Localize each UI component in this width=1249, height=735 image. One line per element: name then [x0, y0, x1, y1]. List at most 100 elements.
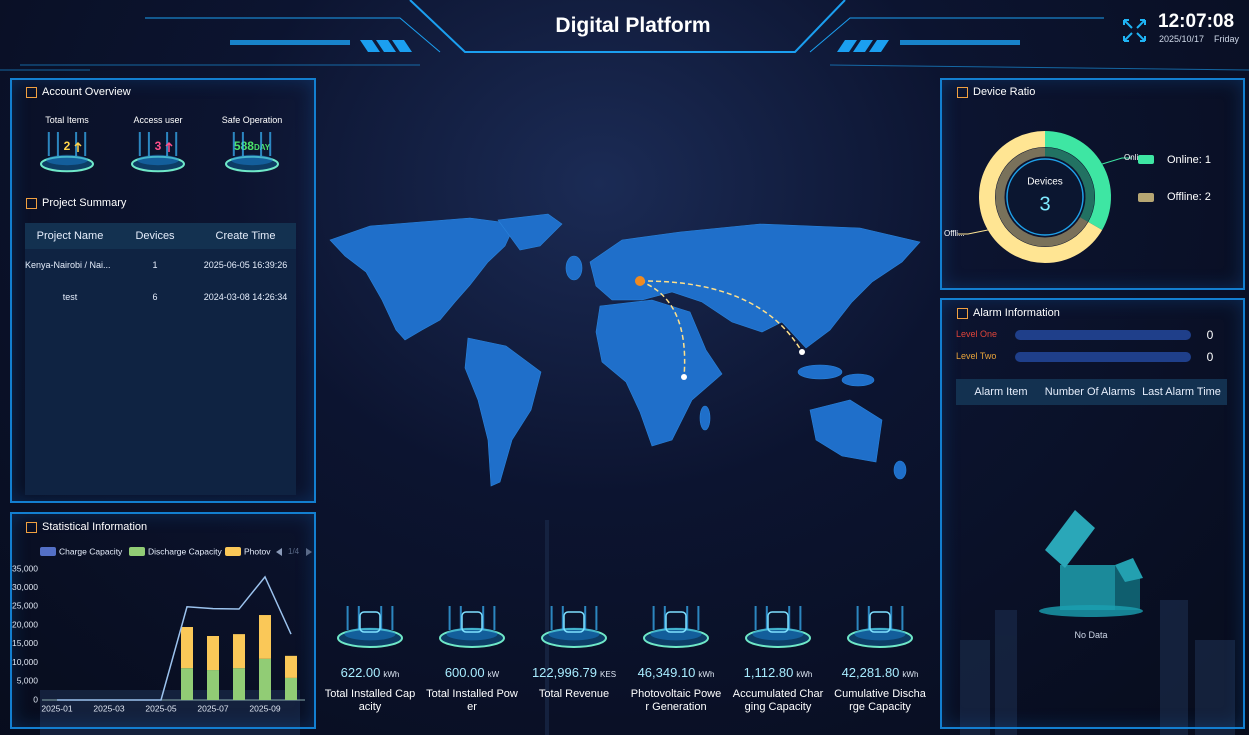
pedestal-glow	[650, 627, 702, 641]
legend-swatch	[40, 547, 56, 556]
stat-value: 42,281.80	[841, 665, 900, 680]
light-beam	[550, 606, 553, 630]
level-label: Level Two	[956, 351, 997, 361]
clock-time: 12:07:08	[1158, 11, 1235, 32]
legend-swatch	[1138, 155, 1154, 164]
y-tick-label: 5,000	[17, 676, 39, 686]
light-beam	[391, 606, 394, 630]
table-cell: Kenya-Nairobi / Nai...	[25, 260, 111, 270]
item-label: Total Items	[45, 115, 89, 125]
stat-value-line: 622.00 kWh	[320, 664, 420, 682]
stat-value: 46,349.10	[637, 665, 696, 680]
fullscreen-icon	[1123, 19, 1146, 42]
header-line	[0, 64, 420, 71]
light-beam	[380, 606, 383, 630]
pedestal-glow	[46, 154, 88, 166]
light-beam	[482, 606, 485, 630]
light-beam	[138, 132, 141, 156]
stat-card: 122,996.79 KES Total Revenue	[524, 664, 624, 701]
bar	[181, 668, 193, 700]
y-tick-label: 35,000	[12, 563, 38, 573]
light-beam	[595, 606, 598, 630]
target-point	[681, 374, 687, 380]
bar	[233, 668, 245, 700]
light-beam	[765, 606, 768, 630]
table-header: Project Name Devices Create Time	[25, 223, 296, 249]
stat-label: Cumulative Discharge Capacity	[834, 688, 926, 713]
light-beam	[241, 132, 244, 156]
light-beam	[686, 606, 689, 630]
stat-card: 1,112.80 kWh Accumulated Charging Capacity	[728, 664, 828, 714]
leader-line	[958, 229, 988, 235]
light-beam	[459, 606, 462, 630]
x-tick-label: 2025-05	[145, 703, 176, 713]
light-beam	[357, 606, 360, 630]
x-tick-label: 2025-07	[197, 703, 228, 713]
stat-unit: kWh	[698, 670, 715, 679]
alarm-table-header: Alarm Item Number Of Alarms Last Alarm Tim…	[956, 379, 1227, 405]
stat-value-line: 1,112.80 kWh	[728, 664, 828, 682]
light-beam	[584, 606, 587, 630]
header-line	[145, 17, 441, 53]
level-label: Level One	[956, 329, 998, 339]
origin-point	[635, 276, 645, 286]
account-panel	[10, 78, 316, 503]
flight-lines	[639, 280, 803, 378]
y-tick-label: 20,000	[12, 619, 38, 629]
panel-title: Alarm Information	[957, 307, 1060, 319]
stat-card: 622.00 kWh Total Installed Capacity	[320, 664, 420, 714]
donut-inner-slice	[1044, 147, 1095, 222]
y-tick-label: 15,000	[12, 638, 38, 648]
x-tick-label: 2025-03	[93, 703, 124, 713]
light-beam	[47, 132, 50, 156]
light-beam	[448, 606, 451, 630]
light-beam	[754, 606, 757, 630]
light-beam	[56, 132, 59, 156]
legend-label: Charge Capacity	[59, 546, 123, 556]
stat-value: 600.00	[444, 665, 485, 680]
light-beam	[856, 606, 859, 630]
level-value: 0	[1206, 328, 1214, 342]
legend-prev	[276, 548, 282, 556]
legend-label: Photov	[244, 546, 271, 556]
legend-label: Online: 1	[1167, 154, 1211, 166]
stat-label: Accumulated Charging Capacity	[732, 688, 824, 713]
stat-icon	[767, 611, 789, 633]
light-beam	[799, 606, 802, 630]
world-map	[329, 213, 921, 487]
light-beam	[901, 606, 904, 630]
bar	[259, 658, 271, 700]
light-beam	[890, 606, 893, 630]
stat-value: 1,112.80	[743, 665, 794, 680]
stat-icon	[461, 611, 483, 633]
stat-value: 122,996.79	[531, 665, 598, 680]
stat-unit: kWh	[902, 670, 919, 679]
light-beam	[697, 606, 700, 630]
table-cell: 2025-06-05 16:39:26	[203, 260, 288, 270]
stat-label: Total Revenue	[538, 688, 610, 700]
header-frame	[409, 0, 846, 53]
donut-slice	[979, 131, 1103, 263]
legend-swatch	[1138, 193, 1154, 202]
stat-label: Total Installed Power	[426, 688, 518, 713]
light-beam	[269, 132, 272, 156]
stat-value-line: 42,281.80 kWh	[830, 664, 930, 682]
table-cell: test	[62, 292, 78, 302]
header-line	[809, 17, 1104, 53]
item-value: 2	[22, 139, 112, 153]
donut-core	[1006, 158, 1084, 236]
stat-card: 600.00 kW Total Installed Power	[422, 664, 522, 714]
column-header: Devices	[135, 230, 175, 242]
stat-icon	[869, 611, 891, 633]
level-track	[1015, 352, 1191, 362]
column-header: Number Of Alarms	[1044, 386, 1136, 398]
light-beam	[561, 606, 564, 630]
bar	[207, 635, 219, 671]
y-tick-label: 25,000	[12, 601, 38, 611]
center-total: 3	[1039, 193, 1050, 215]
stat-unit: kW	[487, 670, 500, 679]
legend-label: Offline: 2	[1167, 191, 1211, 203]
item-label: Safe Operation	[221, 115, 283, 125]
